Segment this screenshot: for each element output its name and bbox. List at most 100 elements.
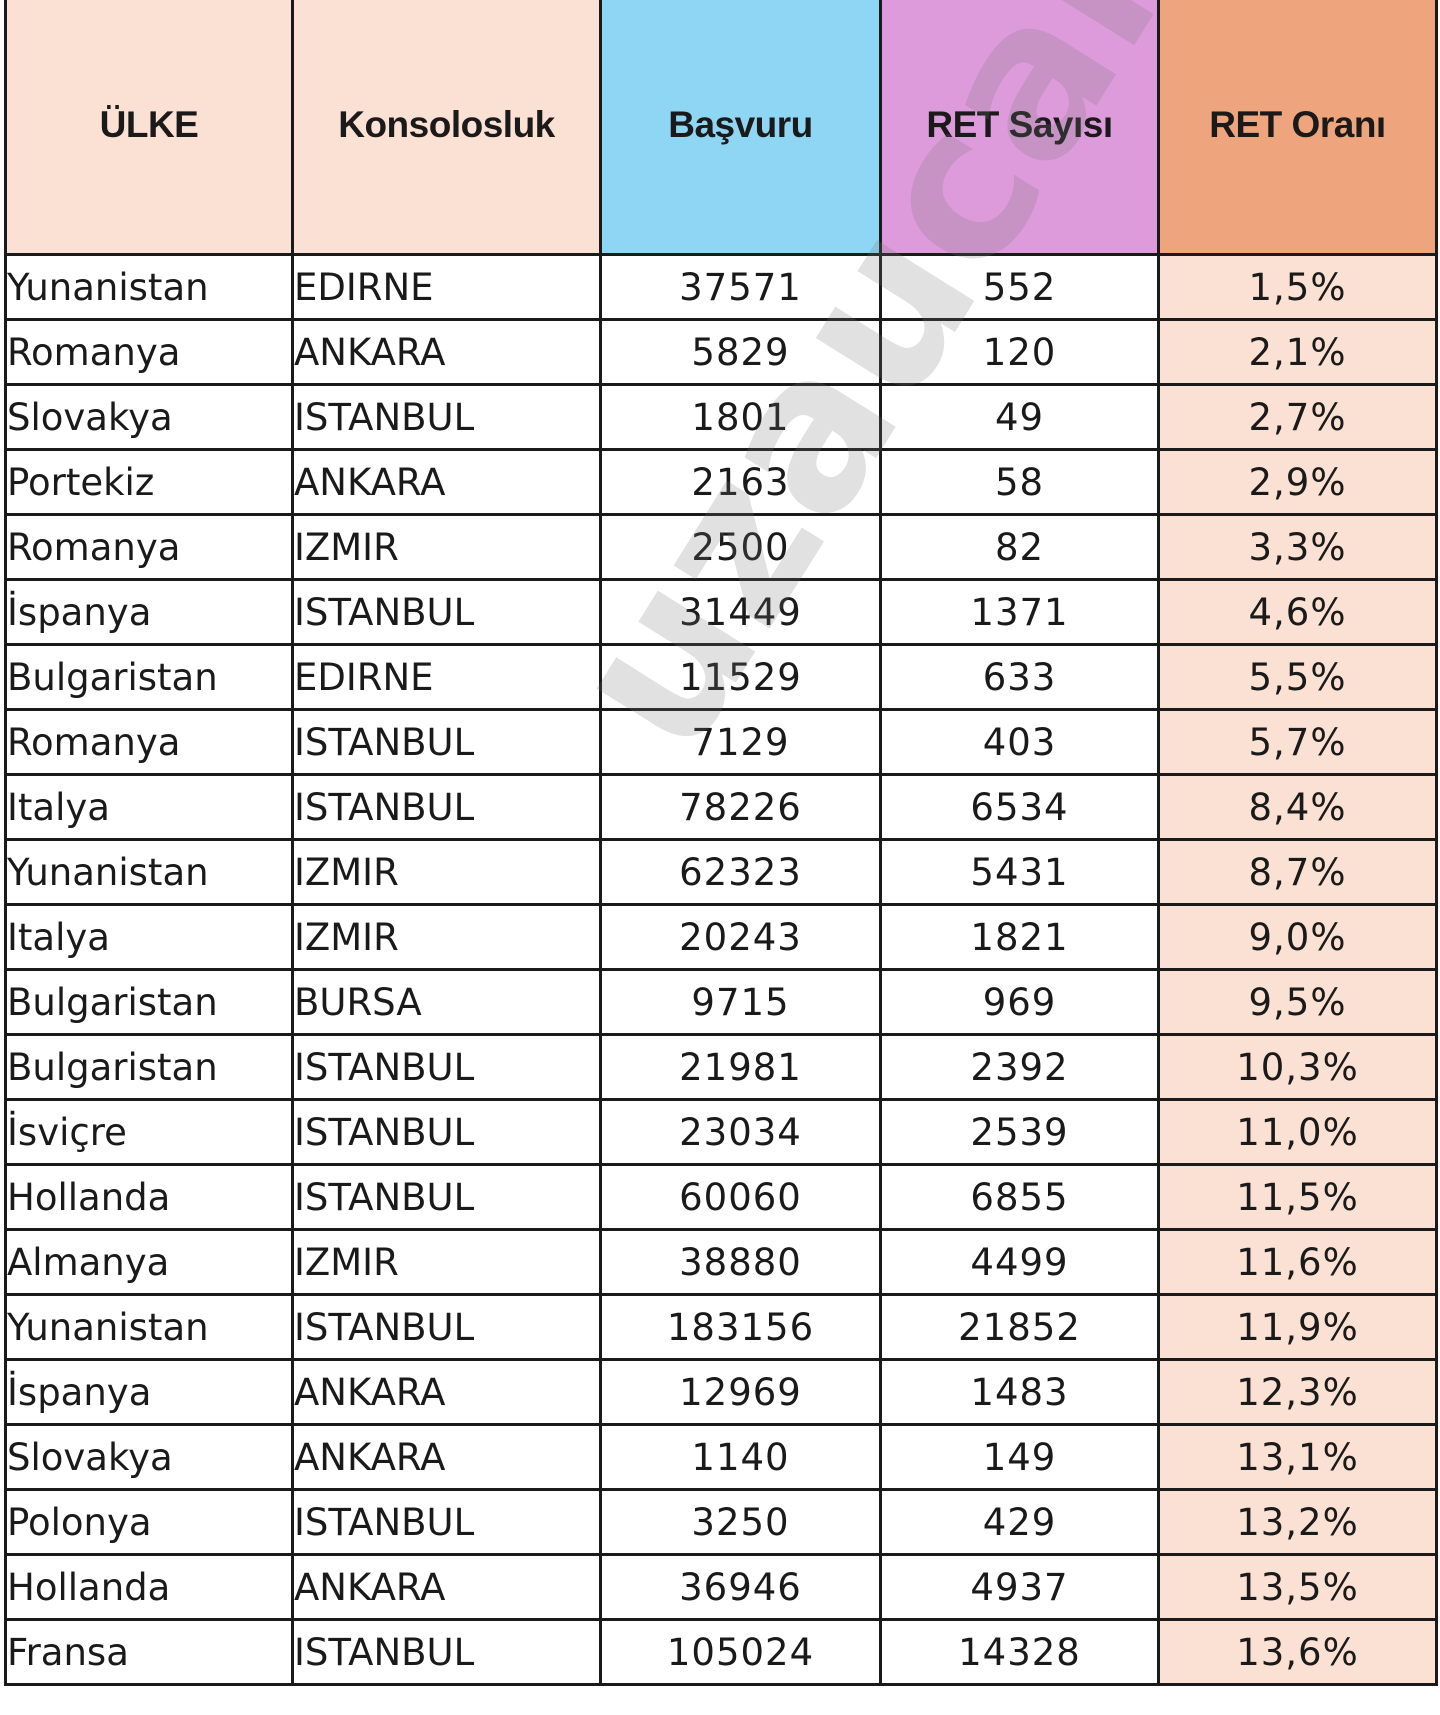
cell-consulate: ISTANBUL	[291, 383, 602, 451]
cell-country: Slovakya	[4, 383, 294, 451]
cell-consulate: ISTANBUL	[291, 773, 602, 841]
table-row: İspanya ISTANBUL 31449 1371 4,6%	[4, 578, 1438, 646]
header-refusal-rate: RET Oranı	[1157, 0, 1438, 256]
cell-refusal-rate: 11,0%	[1157, 1098, 1438, 1166]
cell-refusal-count: 5431	[879, 838, 1160, 906]
cell-consulate: ANKARA	[291, 1423, 602, 1491]
table-body: Yunanistan EDIRNE 37571 552 1,5% Romanya ANKAR…	[4, 253, 1438, 1686]
cell-refusal-rate: 5,7%	[1157, 708, 1438, 776]
cell-country: Bulgaristan	[4, 1033, 294, 1101]
cell-refusal-count: 969	[879, 968, 1160, 1036]
cell-refusal-count: 4499	[879, 1228, 1160, 1296]
table-row: Italya IZMIR 20243 1821 9,0%	[4, 903, 1438, 971]
cell-applications: 23034	[599, 1098, 882, 1166]
cell-refusal-count: 120	[879, 318, 1160, 386]
cell-country: Hollanda	[4, 1163, 294, 1231]
cell-consulate: ANKARA	[291, 1358, 602, 1426]
cell-country: İspanya	[4, 578, 294, 646]
table-row: Romanya ISTANBUL 7129 403 5,7%	[4, 708, 1438, 776]
table-row: Bulgaristan EDIRNE 11529 633 5,5%	[4, 643, 1438, 711]
cell-consulate: ANKARA	[291, 1553, 602, 1621]
cell-country: Yunanistan	[4, 1293, 294, 1361]
cell-applications: 78226	[599, 773, 882, 841]
cell-consulate: ANKARA	[291, 318, 602, 386]
cell-refusal-count: 552	[879, 253, 1160, 321]
header-applications: Başvuru	[599, 0, 882, 256]
table-row: Polonya ISTANBUL 3250 429 13,2%	[4, 1488, 1438, 1556]
cell-refusal-count: 14328	[879, 1618, 1160, 1686]
cell-refusal-count: 58	[879, 448, 1160, 516]
cell-consulate: IZMIR	[291, 513, 602, 581]
cell-refusal-count: 82	[879, 513, 1160, 581]
cell-refusal-rate: 10,3%	[1157, 1033, 1438, 1101]
cell-consulate: ISTANBUL	[291, 1163, 602, 1231]
cell-refusal-count: 633	[879, 643, 1160, 711]
cell-applications: 60060	[599, 1163, 882, 1231]
cell-applications: 21981	[599, 1033, 882, 1101]
cell-consulate: BURSA	[291, 968, 602, 1036]
cell-refusal-count: 2392	[879, 1033, 1160, 1101]
cell-country: Slovakya	[4, 1423, 294, 1491]
cell-country: Italya	[4, 773, 294, 841]
cell-consulate: ANKARA	[291, 448, 602, 516]
cell-applications: 12969	[599, 1358, 882, 1426]
table-row: Yunanistan EDIRNE 37571 552 1,5%	[4, 253, 1438, 321]
cell-consulate: ISTANBUL	[291, 578, 602, 646]
cell-refusal-count: 21852	[879, 1293, 1160, 1361]
cell-country: Bulgaristan	[4, 643, 294, 711]
cell-refusal-rate: 12,3%	[1157, 1358, 1438, 1426]
cell-refusal-rate: 2,1%	[1157, 318, 1438, 386]
cell-applications: 183156	[599, 1293, 882, 1361]
cell-consulate: ISTANBUL	[291, 1488, 602, 1556]
header-row: ÜLKE Konsolosluk Başvuru RET Sayısı RET …	[4, 0, 1438, 256]
header-refusal-count: RET Sayısı	[879, 0, 1160, 256]
cell-refusal-rate: 1,5%	[1157, 253, 1438, 321]
cell-refusal-count: 2539	[879, 1098, 1160, 1166]
table-row: Hollanda ANKARA 36946 4937 13,5%	[4, 1553, 1438, 1621]
cell-applications: 20243	[599, 903, 882, 971]
cell-applications: 2500	[599, 513, 882, 581]
header-consulate: Konsolosluk	[291, 0, 602, 256]
cell-country: İspanya	[4, 1358, 294, 1426]
table-row: Italya ISTANBUL 78226 6534 8,4%	[4, 773, 1438, 841]
table-row: Almanya IZMIR 38880 4499 11,6%	[4, 1228, 1438, 1296]
table-row: Yunanistan IZMIR 62323 5431 8,7%	[4, 838, 1438, 906]
table-row: İspanya ANKARA 12969 1483 12,3%	[4, 1358, 1438, 1426]
cell-consulate: ISTANBUL	[291, 1033, 602, 1101]
table-row: Bulgaristan ISTANBUL 21981 2392 10,3%	[4, 1033, 1438, 1101]
cell-country: Romanya	[4, 318, 294, 386]
cell-applications: 9715	[599, 968, 882, 1036]
cell-consulate: EDIRNE	[291, 643, 602, 711]
cell-consulate: ISTANBUL	[291, 1098, 602, 1166]
cell-refusal-rate: 11,9%	[1157, 1293, 1438, 1361]
cell-applications: 105024	[599, 1618, 882, 1686]
cell-refusal-count: 1371	[879, 578, 1160, 646]
cell-refusal-rate: 3,3%	[1157, 513, 1438, 581]
cell-consulate: IZMIR	[291, 1228, 602, 1296]
cell-refusal-rate: 13,6%	[1157, 1618, 1438, 1686]
cell-country: Almanya	[4, 1228, 294, 1296]
visa-refusal-table: ÜLKE Konsolosluk Başvuru RET Sayısı RET …	[4, 0, 1438, 1686]
cell-country: Bulgaristan	[4, 968, 294, 1036]
cell-country: Yunanistan	[4, 838, 294, 906]
cell-country: Portekiz	[4, 448, 294, 516]
cell-country: Romanya	[4, 513, 294, 581]
cell-applications: 1140	[599, 1423, 882, 1491]
cell-applications: 31449	[599, 578, 882, 646]
cell-refusal-rate: 9,5%	[1157, 968, 1438, 1036]
cell-applications: 38880	[599, 1228, 882, 1296]
table-row: Portekiz ANKARA 2163 58 2,9%	[4, 448, 1438, 516]
table-row: İsviçre ISTANBUL 23034 2539 11,0%	[4, 1098, 1438, 1166]
cell-refusal-rate: 9,0%	[1157, 903, 1438, 971]
cell-applications: 11529	[599, 643, 882, 711]
cell-country: Yunanistan	[4, 253, 294, 321]
table-row: Slovakya ANKARA 1140 149 13,1%	[4, 1423, 1438, 1491]
cell-refusal-rate: 11,5%	[1157, 1163, 1438, 1231]
cell-country: İsviçre	[4, 1098, 294, 1166]
cell-consulate: EDIRNE	[291, 253, 602, 321]
cell-refusal-rate: 4,6%	[1157, 578, 1438, 646]
cell-country: Polonya	[4, 1488, 294, 1556]
cell-refusal-count: 6534	[879, 773, 1160, 841]
cell-applications: 2163	[599, 448, 882, 516]
cell-country: Fransa	[4, 1618, 294, 1686]
